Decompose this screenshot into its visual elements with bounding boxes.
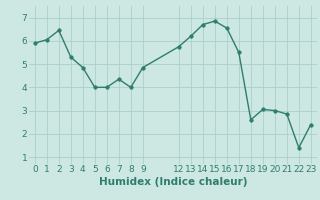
X-axis label: Humidex (Indice chaleur): Humidex (Indice chaleur) [99, 177, 247, 187]
